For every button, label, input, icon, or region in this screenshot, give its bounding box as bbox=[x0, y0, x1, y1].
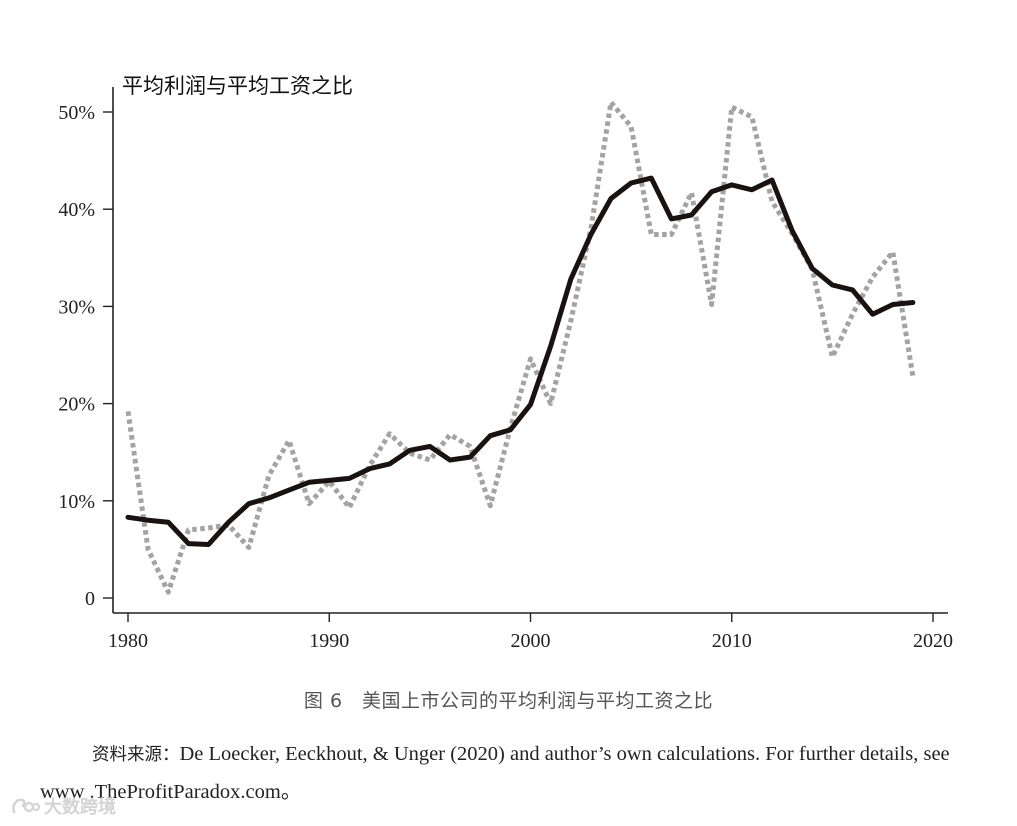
x-tick-label: 2010 bbox=[712, 630, 752, 652]
y-tick-label: 30% bbox=[58, 296, 95, 318]
y-tick-label: 10% bbox=[58, 491, 95, 513]
y-tick-label: 20% bbox=[58, 394, 95, 416]
y-ticks: 0 10% 20% 30% 40% 50% bbox=[58, 102, 113, 610]
source-prefix: 资料来源： bbox=[92, 745, 180, 765]
watermark-text: 大数跨境 bbox=[44, 797, 116, 818]
x-tick-label: 2020 bbox=[913, 630, 953, 652]
x-ticks: 1980 1990 2000 2010 2020 bbox=[108, 613, 953, 652]
watermark: 大数跨境 bbox=[10, 793, 116, 819]
figure-caption: 图 6 美国上市公司的平均利润与平均工资之比 bbox=[303, 690, 714, 712]
y-tick-label: 40% bbox=[58, 199, 95, 221]
y-tick-label: 50% bbox=[58, 102, 95, 124]
y-tick-label: 0 bbox=[85, 588, 95, 610]
series-line-solid bbox=[125, 175, 916, 547]
x-tick-label: 2000 bbox=[511, 630, 551, 652]
source-note: 资料来源：De Loecker, Eeckhout, & Unger (2020… bbox=[40, 736, 975, 811]
source-text: De Loecker, Eeckhout, & Unger (2020) and… bbox=[40, 743, 950, 803]
y-axis-label: 平均利润与平均工资之比 bbox=[122, 74, 353, 98]
series-group bbox=[125, 99, 916, 595]
x-tick-label: 1980 bbox=[108, 630, 148, 652]
x-tick-label: 1990 bbox=[309, 630, 349, 652]
series-line-dotted bbox=[125, 99, 916, 595]
watermark-logo-icon bbox=[12, 798, 40, 814]
chart: 0 10% 20% 30% 40% 50% 1980 1990 2000 2010 2020 平均… bbox=[58, 74, 953, 652]
